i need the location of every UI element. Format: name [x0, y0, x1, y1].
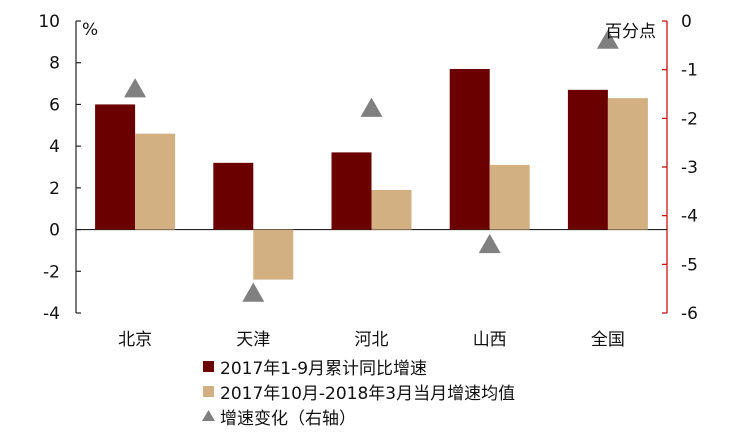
right-tick-label: -2	[681, 109, 698, 129]
markers-group	[124, 29, 619, 302]
bar-series-2	[371, 189, 412, 230]
left-tick-label: 8	[49, 54, 60, 74]
bar-series-2	[253, 229, 294, 280]
left-axis-unit: %	[82, 20, 98, 40]
left-tick-label: -4	[43, 304, 60, 324]
triangle-marker	[478, 233, 501, 254]
legend-label-series-1: 2017年1-9月累计同比增速	[220, 359, 427, 379]
bar-series-2	[489, 164, 530, 230]
category-label: 全国	[591, 330, 625, 350]
bar-series-2	[135, 133, 176, 230]
triangle-marker	[124, 78, 147, 98]
bar-series-1	[331, 152, 372, 230]
right-tick-label: -1	[681, 61, 698, 81]
legend-group: 2017年1-9月累计同比增速 2017年10月-2018年3月当月增速均值增速变…	[202, 359, 515, 429]
left-tick-label: 0	[49, 221, 60, 241]
left-tick-label: 2	[49, 179, 60, 199]
legend-swatch-triangle	[202, 410, 215, 421]
legend-label-series-2: 2017年10月-2018年3月当月增速均值	[220, 384, 515, 404]
legend-label-series-3: 增速变化（右轴）	[220, 409, 356, 429]
bar-series-1	[567, 89, 608, 230]
right-tick-label: -6	[681, 304, 698, 324]
category-label: 山西	[473, 330, 507, 350]
category-label: 天津	[236, 330, 270, 350]
right-tick-label: 0	[681, 12, 692, 32]
left-tick-label: 10	[38, 12, 60, 32]
left-tick-label: -2	[43, 262, 60, 282]
right-axis-unit: 百分点	[605, 22, 656, 42]
triangle-marker	[596, 29, 619, 49]
left-tick-label: 6	[49, 95, 60, 115]
legend-swatch-series-1	[203, 361, 214, 372]
bar-series-1	[95, 104, 136, 230]
category-label: 河北	[355, 330, 389, 350]
bar-series-1	[449, 68, 490, 230]
triangle-marker	[242, 282, 265, 302]
left-tick-label: 4	[49, 137, 60, 157]
bars-group	[95, 68, 648, 280]
right-tick-label: -3	[681, 158, 698, 178]
triangle-marker	[360, 97, 383, 117]
bar-series-2	[607, 98, 648, 230]
right-tick-label: -4	[681, 207, 698, 227]
right-tick-label: -5	[681, 255, 698, 275]
category-label: 北京	[118, 330, 152, 350]
bar-series-1	[213, 162, 254, 230]
legend-swatch-series-2	[203, 386, 214, 397]
